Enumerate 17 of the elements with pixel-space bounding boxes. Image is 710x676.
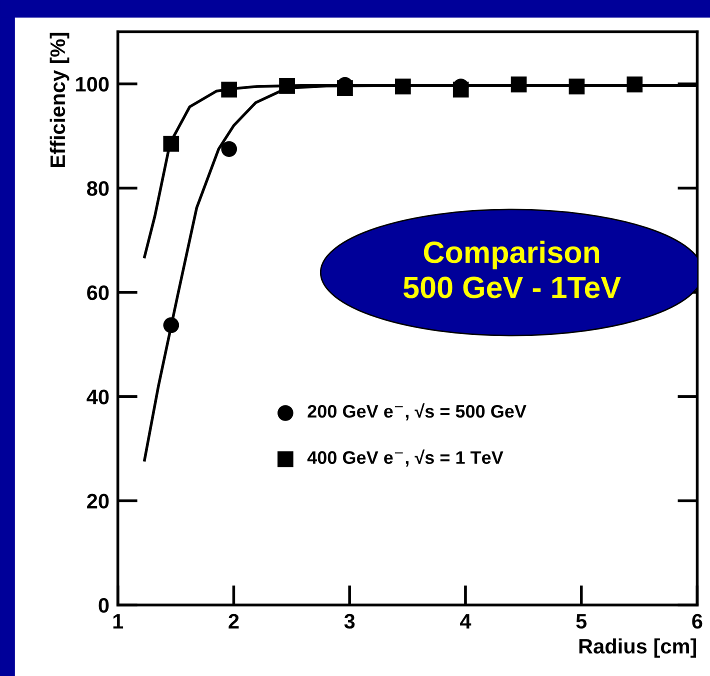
y-tick-label: 40 bbox=[86, 390, 109, 404]
y-tick-label: 100 bbox=[76, 76, 109, 92]
x-axis-title: Radius [cm] bbox=[579, 638, 696, 658]
legend-label: 200 GeV e$^{−}$, √s = 500 GeV bbox=[308, 403, 526, 420]
legend-label: 400 GeV e$^{−}$, √s = 1 TeV bbox=[307, 450, 504, 467]
y-axis-title: Efficiency [%] bbox=[50, 32, 70, 167]
x-tick-label: 1 bbox=[113, 614, 124, 628]
y-tick-label: 60 bbox=[87, 285, 109, 300]
x-tick-label: 6 bbox=[692, 614, 702, 629]
annotation: Comparison 500 GeV - 1TeV bbox=[404, 240, 621, 298]
y-tick-label: 0 bbox=[98, 598, 109, 613]
x-tick-label: 2 bbox=[228, 614, 239, 628]
y-tick-label: 80 bbox=[87, 181, 109, 196]
x-tick-label: 4 bbox=[460, 614, 472, 628]
x-tick-label: 3 bbox=[344, 614, 355, 629]
y-tick-label: 20 bbox=[87, 494, 109, 509]
x-tick-label: 5 bbox=[576, 614, 587, 629]
